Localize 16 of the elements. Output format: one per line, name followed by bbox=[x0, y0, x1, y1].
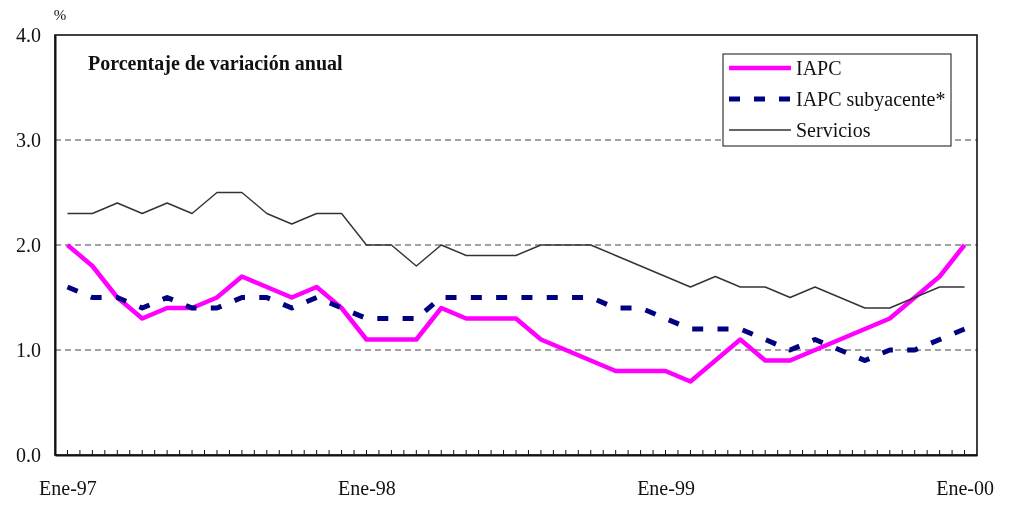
y-tick-label: 3.0 bbox=[16, 128, 41, 151]
y-tick-label: 1.0 bbox=[16, 338, 41, 361]
text: Porcentaje de variación anual bbox=[88, 52, 344, 75]
legend-label: Servicios bbox=[796, 119, 871, 141]
x-tick-label: Ene-98 bbox=[338, 477, 396, 500]
y-tick-label: 4.0 bbox=[16, 23, 41, 46]
y-axis-title: % bbox=[53, 7, 67, 23]
x-tick-label: Ene-00 bbox=[936, 477, 994, 500]
legend-label: IAPC subyacente* bbox=[796, 88, 946, 111]
x-tick-label: Ene-97 bbox=[39, 477, 97, 500]
x-tick-label: Ene-99 bbox=[637, 477, 695, 500]
y-tick-label: 2.0 bbox=[16, 233, 41, 256]
line-series bbox=[65, 242, 967, 384]
legend-label: IAPC bbox=[796, 57, 842, 79]
line-series bbox=[66, 191, 966, 309]
y-tick-label: 0.0 bbox=[16, 443, 41, 466]
